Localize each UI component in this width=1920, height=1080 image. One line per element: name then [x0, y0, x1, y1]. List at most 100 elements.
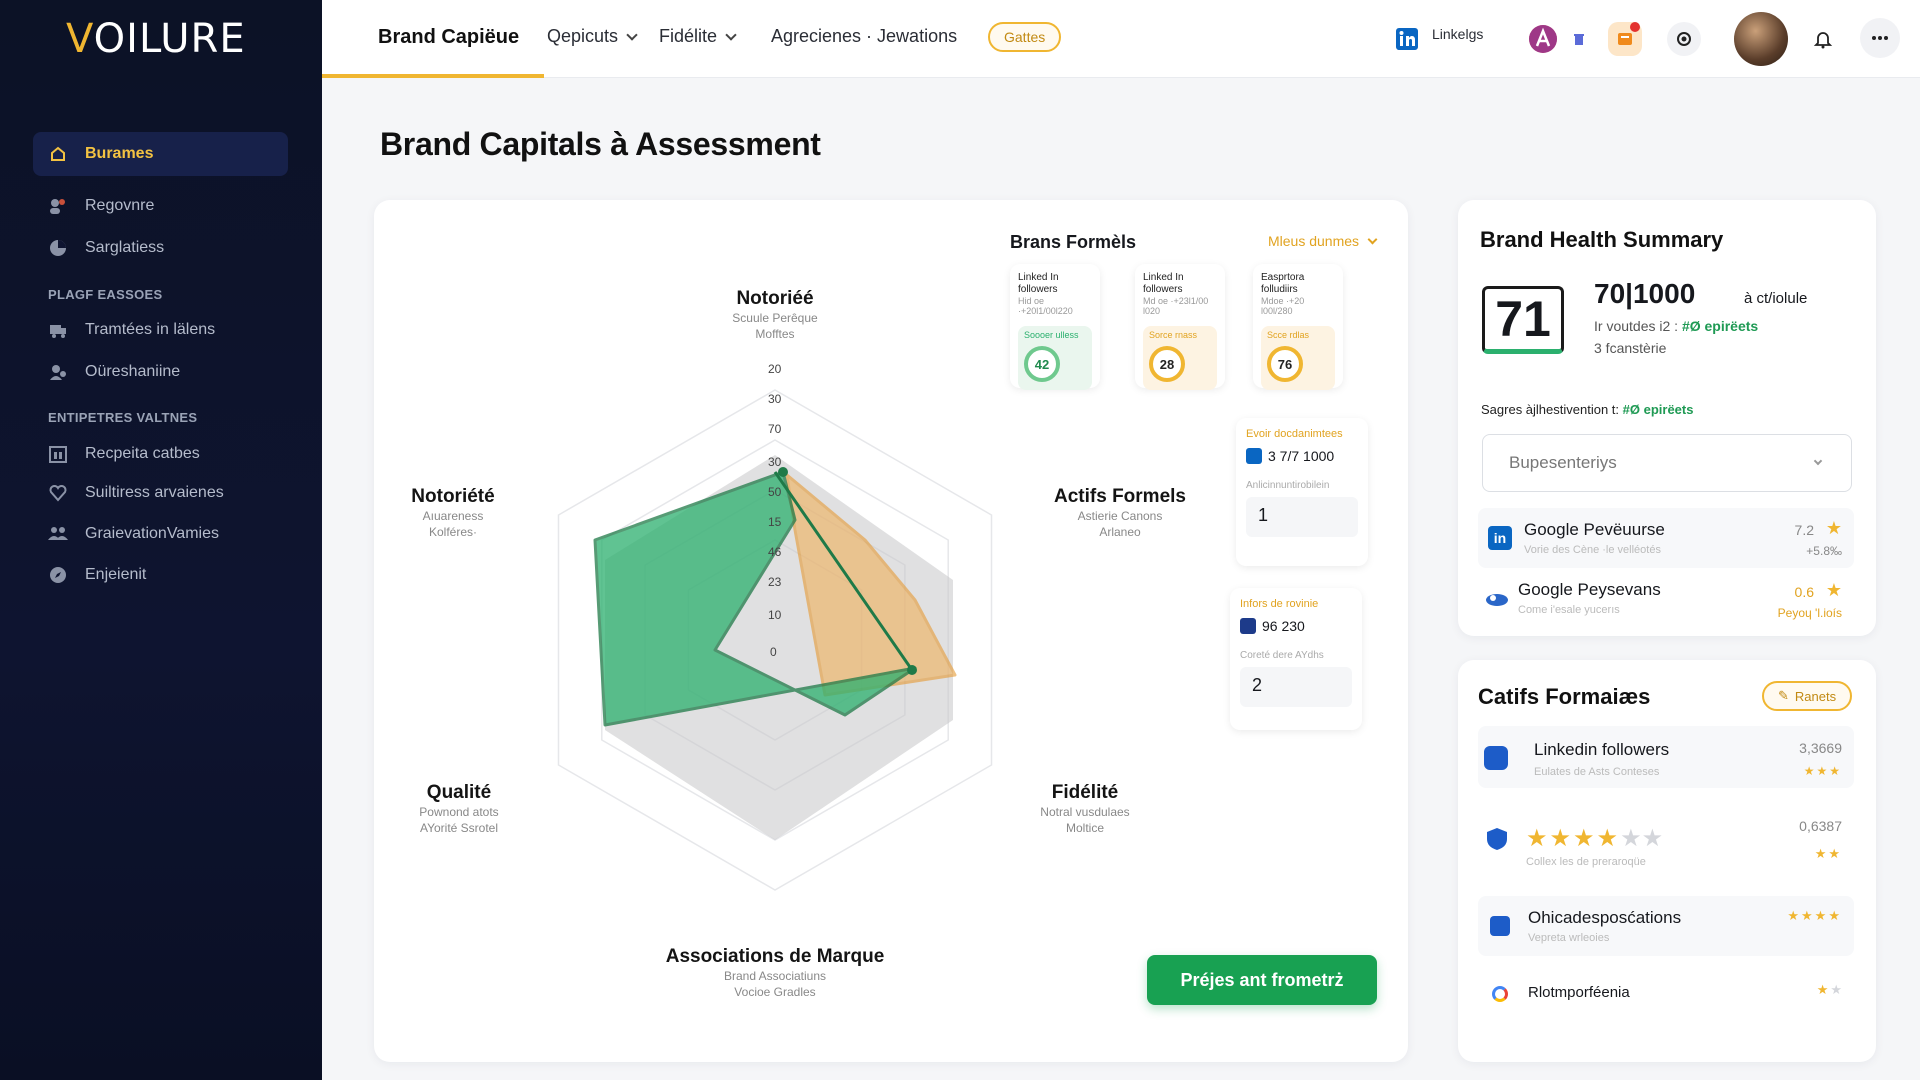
linkedin-icon	[1484, 746, 1508, 770]
radar-tick: 23	[768, 575, 782, 589]
heart-shield-icon	[47, 482, 69, 504]
pill-label: Ranets	[1794, 688, 1837, 704]
axis-label-top: Notoriéé Scuule Perêque Mofftes	[700, 288, 850, 342]
radar-tick: 30	[768, 455, 782, 469]
health-line2: 3 fcanstèrie	[1594, 340, 1667, 356]
brans-dropdown[interactable]: Mleus dunmes	[1268, 233, 1378, 249]
rating-stars: ★★★★★★	[1526, 825, 1664, 852]
brans-card-sub: Hid oe ·+20Ɩ1/00Ɩ220	[1018, 296, 1073, 316]
radar-tick: 15	[768, 515, 782, 529]
metric-card[interactable]: Evoir docdanimtees 3 7/7 1000 Anlicinnun…	[1236, 418, 1368, 566]
radar-tick: 70	[768, 422, 782, 436]
brans-card-box: Soooer ulless 42	[1018, 326, 1092, 390]
notification-app-icon[interactable]	[1608, 22, 1642, 56]
axis-label-bottom: Associations de Marque Brand Associatiuns…	[625, 946, 925, 1000]
axis-title: Notoriéé	[736, 288, 814, 309]
axis-title: Associations de Marque	[665, 946, 885, 967]
linkedin-link[interactable]: Linkelgs	[1432, 26, 1483, 42]
compass-icon	[47, 564, 69, 586]
sidebar-item-label: Oüreshaniine	[85, 363, 181, 380]
sidebar: VOILURE Burames Regovnre Sarglatiess PLA…	[0, 0, 322, 1080]
at-sign-icon[interactable]	[1667, 22, 1701, 56]
brans-title: Brans Formèls	[1010, 232, 1137, 252]
sidebar-item-suiltiress[interactable]: Suiltiress arvaienes	[33, 471, 288, 515]
axis-sub: Pownond atots	[419, 805, 499, 819]
bell-icon[interactable]	[1806, 22, 1840, 56]
sidebar-item-sarglatiess[interactable]: Sarglatiess	[33, 226, 288, 270]
primary-action-button[interactable]: Préjes ant frometrż	[1147, 955, 1377, 1005]
gattes-pill-button[interactable]: Gattes	[988, 22, 1062, 52]
score-ring: 76	[1267, 346, 1303, 382]
health-select[interactable]: Bupesenteriys	[1482, 434, 1852, 492]
brans-card-head: Linked In followers	[1143, 272, 1184, 295]
metric-card[interactable]: Infors de rovinie 96 230 Coreté dere AYd…	[1230, 588, 1362, 730]
brans-card-box: Scce rdlas 76	[1261, 326, 1335, 390]
health-row[interactable]: Google Peysevans Come i'esale yucerıs 0.…	[1478, 572, 1854, 628]
sagres-tag: #Ø epirëets	[1622, 402, 1694, 417]
axis-title: Qualité	[426, 782, 492, 803]
brans-card-sub: Md oe ·+23Ɩ1/00 Ɩ020	[1143, 296, 1209, 316]
linkedin-icon[interactable]	[1390, 22, 1424, 56]
health-row-sub: Come i'esale yucerıs	[1518, 604, 1620, 616]
radar-point	[778, 467, 788, 477]
ranets-pill-button[interactable]: ✎ Ranets	[1762, 681, 1853, 711]
sidebar-item-label: Enjeienit	[85, 566, 147, 583]
active-tab-indicator	[322, 74, 544, 78]
rating-stars: ★★	[1814, 846, 1842, 861]
badge-dot	[1630, 22, 1640, 32]
brand-health-card	[1458, 200, 1876, 636]
brans-card-head: Linked In followers	[1018, 272, 1059, 295]
top-navigation: Brand Capiëue Qepicuts Fidélite Agrecien…	[322, 0, 1920, 78]
sidebar-item-oureshaniine[interactable]: Oüreshaniine	[33, 350, 288, 394]
sidebar-item-graievation[interactable]: GraievationVamies	[33, 512, 288, 556]
brans-card-head: Easprtora folludiirs	[1261, 272, 1305, 295]
pill-label: Gattes	[1004, 29, 1046, 45]
radar-series-orange	[785, 473, 957, 697]
avatar[interactable]	[1734, 12, 1788, 66]
menu-agrecienes[interactable]: Agrecienes · Jewations	[771, 26, 957, 47]
trash-icon[interactable]	[1562, 22, 1596, 56]
radar-point	[907, 665, 917, 675]
brans-card-label: Scce rdlas	[1267, 330, 1310, 340]
menu-fidelite[interactable]: Fidélite	[659, 26, 737, 47]
catifs-row[interactable]: Ohicadesposćations Vepreta wrleoies ★★★★	[1478, 896, 1854, 956]
sidebar-item-enjeienit[interactable]: Enjeienit	[33, 553, 288, 597]
rating-stars: ★★★★	[1787, 908, 1842, 923]
catifs-row[interactable]: ★★★★★★ Collex les de preraroqüe 0,6387 ★…	[1478, 804, 1854, 884]
shield-icon	[1484, 826, 1510, 852]
pie-icon	[47, 237, 69, 259]
sidebar-item-label: Regovnre	[85, 197, 155, 214]
brans-card[interactable]: Easprtora folludiirs Mdoe ·+20 Ɩ00Ɩ/280 …	[1253, 264, 1343, 390]
axis-sub: Astierie Canons	[1077, 509, 1163, 523]
health-row[interactable]: in Google Pevëuurse Vorie des Cène ·le v…	[1478, 508, 1854, 568]
app-a-icon[interactable]	[1526, 22, 1560, 56]
catifs-row-sub: Eulates de Asts Conteses	[1534, 766, 1660, 778]
sidebar-item-label: Burames	[85, 145, 154, 162]
brans-card-box: Sorce rnass 28	[1143, 326, 1217, 390]
axis-sub: Vocioe Gradles	[734, 985, 816, 999]
catifs-row[interactable]: Linkedin followers Eulates de Asts Conte…	[1478, 726, 1854, 788]
brans-card-label: Soooer ulless	[1024, 330, 1079, 340]
menu-qepicuts[interactable]: Qepicuts	[547, 26, 638, 47]
sidebar-item-recpeita[interactable]: Recpeita catbes	[33, 432, 288, 476]
linkedin-icon	[1246, 448, 1262, 464]
axis-sub: Moltice	[1065, 821, 1104, 835]
brans-card[interactable]: Linked In followers Hid oe ·+20Ɩ1/00Ɩ220…	[1010, 264, 1100, 390]
sidebar-item-tramtees[interactable]: Tramtées in lälens	[33, 308, 288, 352]
brand-logo[interactable]: VOILURE	[66, 16, 246, 62]
health-row-delta: Peyoɥ 'l.ioís	[1777, 606, 1842, 620]
tab-brand[interactable]: Brand Capiëue	[378, 26, 519, 49]
sidebar-item-regovnre[interactable]: Regovnre	[33, 184, 288, 228]
chevron-down-icon	[725, 28, 737, 41]
catifs-row-name: Ohicadesposćations	[1528, 908, 1682, 927]
more-icon[interactable]	[1860, 18, 1900, 58]
axis-sub: Arlaneo	[1099, 525, 1141, 539]
radar-tick: 30	[768, 392, 782, 406]
page-title: Brand Capitals à Assessment	[380, 126, 821, 162]
health-unit: à ct/iolule	[1744, 290, 1808, 307]
star-icon: ★	[1825, 580, 1842, 600]
brans-card[interactable]: Linked In followers Md oe ·+23Ɩ1/00 Ɩ020…	[1135, 264, 1225, 390]
catifs-row-value: 3,3669	[1799, 740, 1842, 756]
sidebar-item-burames[interactable]: Burames	[33, 132, 288, 176]
catifs-row[interactable]: Rlotmporféenia ★★	[1478, 968, 1854, 1022]
